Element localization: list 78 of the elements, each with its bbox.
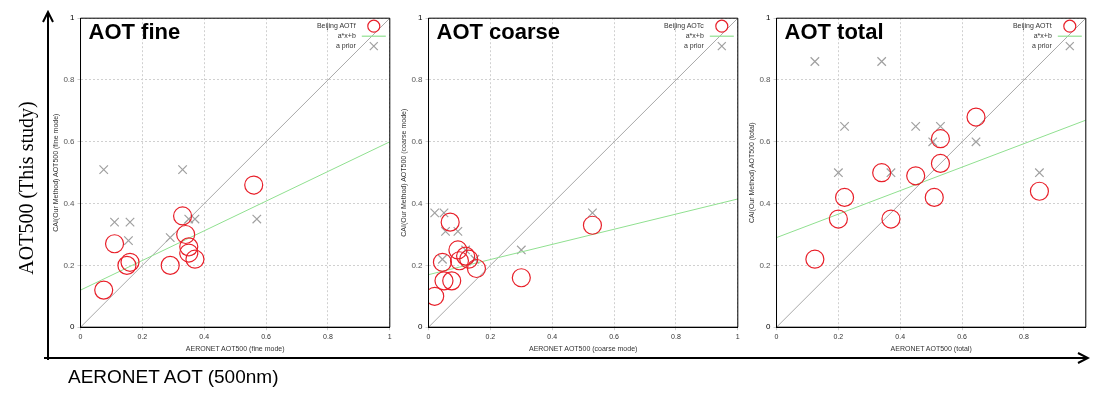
- point: [453, 226, 463, 237]
- point: [930, 129, 951, 149]
- point: [886, 167, 896, 178]
- y-tick-label: 0.6: [759, 137, 772, 146]
- y-tick-label: 0: [70, 322, 76, 332]
- point: [470, 254, 480, 265]
- y-tick-label: 0: [766, 322, 772, 332]
- point: [429, 208, 440, 218]
- y-tick-label: 0.4: [759, 198, 772, 208]
- point: [439, 208, 449, 218]
- point: [432, 252, 453, 272]
- point: [872, 163, 892, 183]
- point: [876, 56, 887, 67]
- point: [930, 153, 951, 174]
- chart-title: AOT coarse: [436, 19, 561, 45]
- point: [511, 268, 531, 288]
- y-tick-label: 0.6: [411, 137, 424, 146]
- point: [935, 121, 946, 132]
- y-tick-label: 0.8: [63, 75, 76, 85]
- y-tick-label: 0.4: [411, 198, 424, 208]
- point: [587, 208, 598, 218]
- y-tick-label: 0.8: [759, 75, 772, 85]
- point: [176, 224, 196, 245]
- point: [104, 234, 125, 254]
- point: [185, 249, 205, 269]
- point: [179, 237, 199, 257]
- point: [177, 164, 188, 175]
- y-tick-label: 1: [70, 13, 76, 23]
- chart-title: AOT fine: [88, 19, 181, 45]
- point: [810, 56, 820, 67]
- y-tick-label: 0.8: [411, 75, 424, 85]
- point: [924, 187, 944, 208]
- point: [1029, 181, 1050, 201]
- point: [516, 245, 527, 255]
- chart-title: AOT total: [784, 19, 884, 45]
- point: [828, 209, 848, 229]
- point: [179, 243, 199, 263]
- point: [881, 209, 901, 229]
- point: [582, 215, 603, 235]
- point: [839, 121, 850, 132]
- point: [466, 258, 487, 279]
- y-tick-label: 0.6: [63, 137, 76, 146]
- point: [906, 166, 926, 186]
- point: [165, 232, 176, 243]
- point: [190, 214, 200, 224]
- point: [109, 217, 120, 227]
- point: [172, 206, 193, 226]
- y-tick-label: 0: [418, 322, 424, 332]
- point: [971, 136, 981, 147]
- point: [805, 249, 825, 269]
- point: [910, 121, 921, 132]
- point: [251, 214, 262, 224]
- point: [123, 235, 134, 246]
- point: [833, 167, 844, 178]
- y-tick-label: 1: [418, 13, 424, 23]
- y-tick-label: 0.2: [411, 260, 424, 270]
- point: [449, 251, 470, 271]
- point: [434, 271, 454, 291]
- y-tick-label: 0.2: [759, 260, 772, 270]
- text: AOT500 (This study): [14, 101, 38, 275]
- point: [966, 107, 986, 127]
- point: [927, 136, 938, 147]
- point: [460, 245, 471, 255]
- point: [1034, 167, 1045, 178]
- point: [442, 271, 462, 291]
- text: AERONET AOT (500nm): [68, 366, 279, 388]
- point: [448, 240, 468, 260]
- point: [440, 226, 451, 237]
- point: [834, 187, 855, 208]
- point: [98, 164, 109, 175]
- point: [160, 255, 180, 275]
- point: [125, 217, 135, 227]
- y-tick-label: 1: [766, 13, 772, 23]
- y-tick-label: 0.2: [63, 260, 76, 270]
- y-tick-label: 0.4: [63, 198, 76, 208]
- point: [94, 280, 114, 300]
- point: [440, 212, 460, 232]
- point: [244, 175, 264, 195]
